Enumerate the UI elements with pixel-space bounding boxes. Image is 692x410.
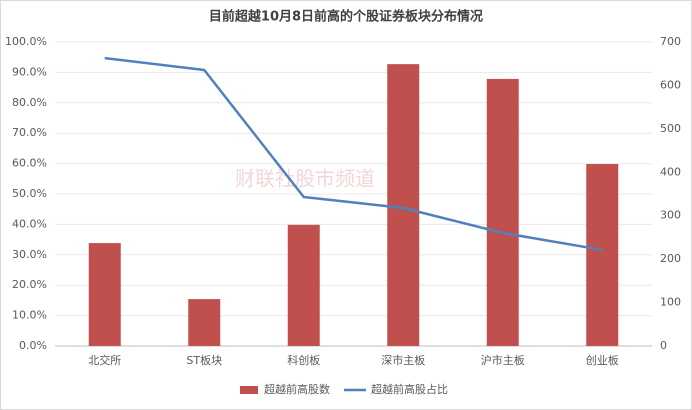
x-tick-label: 创业板 [586, 353, 619, 367]
y-tick-label: 80.0% [12, 96, 47, 109]
y2-tick-label: 100 [660, 296, 681, 309]
legend-swatch [240, 386, 258, 394]
x-tick-label: ST板块 [186, 353, 222, 367]
watermark: 财联社股市频道 [235, 167, 375, 191]
bar [88, 243, 121, 346]
y2-tick-label: 200 [660, 252, 681, 265]
y-tick-label: 90.0% [12, 65, 47, 78]
y2-tick-label: 500 [660, 122, 681, 135]
y2-tick-label: 700 [660, 35, 681, 48]
x-tick-label: 深市主板 [381, 353, 425, 367]
legend-label: 超越前高股占比 [371, 382, 448, 396]
y-tick-label: 0.0% [19, 339, 47, 352]
y2-tick-label: 300 [660, 209, 681, 222]
y-tick-label: 50.0% [12, 187, 47, 200]
bar [287, 224, 320, 346]
y-tick-label: 60.0% [12, 157, 47, 170]
bar [387, 64, 420, 347]
x-tick-label: 科创板 [287, 353, 320, 367]
y2-tick-label: 600 [660, 78, 681, 91]
x-tick-label: 沪市主板 [481, 353, 525, 367]
y-tick-label: 100.0% [5, 35, 47, 48]
y-tick-label: 40.0% [12, 217, 47, 230]
chart-title: 目前超越10月8日前高的个股证券板块分布情况 [209, 9, 483, 25]
y-tick-label: 10.0% [12, 309, 47, 322]
bar [486, 78, 519, 347]
bar [188, 299, 221, 346]
x-tick-label: 北交所 [88, 353, 121, 367]
legend-label: 超越前高股数 [264, 382, 330, 396]
y-tick-label: 30.0% [12, 248, 47, 261]
line [104, 56, 603, 252]
y-tick-label: 20.0% [12, 278, 47, 291]
y2-tick-label: 400 [660, 165, 681, 178]
y-tick-label: 70.0% [12, 126, 47, 139]
bar [586, 164, 619, 346]
y2-tick-label: 0 [660, 339, 667, 352]
